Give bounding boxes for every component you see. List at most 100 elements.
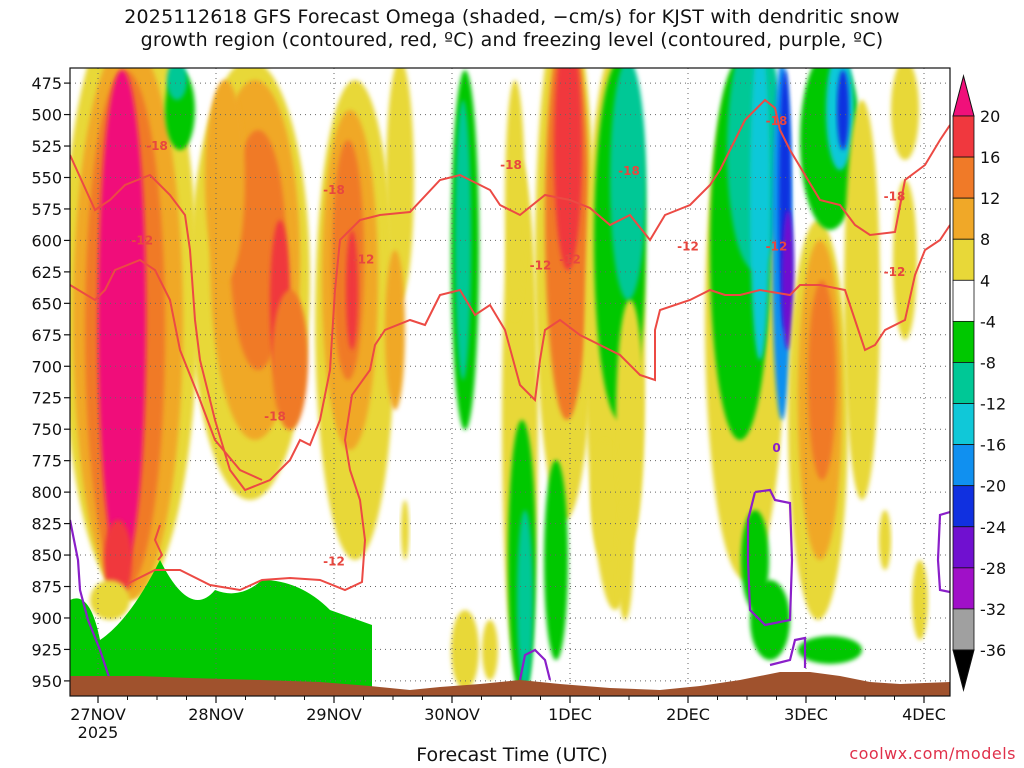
y-tick-label: 500 [31,106,62,125]
omega-region [750,68,770,360]
lowlevel-lift [70,560,372,690]
omega-region [798,636,862,664]
omega-region [98,70,146,570]
y-tick-label: 575 [31,200,62,219]
colorbar-swatch [952,444,975,487]
contour-label: -12 [530,259,552,273]
contour-label: -12 [131,233,153,247]
omega-shading [70,68,928,696]
colorbar-label: -16 [980,436,1006,455]
y-tick-label: 800 [31,483,62,502]
colorbar-label: 12 [980,189,1000,208]
x-year-label: 2025 [78,723,119,742]
x-tick-label: 4DEC [902,705,946,724]
terrain-surface [70,672,950,696]
y-tick-label: 750 [31,420,62,439]
dgz-contour [70,258,263,481]
dgz-contour [70,98,950,492]
contour-label: -12 [559,252,581,266]
colorbar-swatch [952,279,975,322]
omega-region [167,68,187,100]
chart-title: 2025112618 GFS Forecast Omega (shaded, −… [0,6,1024,52]
y-axis: 475 500 525 550 575 600 625 650 675 700 725 750 775 8… [31,74,70,691]
omega-region [912,560,928,640]
colorbar-label: 4 [980,271,990,290]
omega-region [554,68,582,270]
y-tick-label: 525 [31,137,62,156]
plot-frame [69,67,951,697]
omega-region [482,620,498,680]
contour-label: -18 [500,158,522,172]
colorbar-label: 8 [980,230,990,249]
colorbar-label: -32 [980,600,1006,619]
contour-label: -18 [884,189,906,203]
x-tick-label: 30NOV [424,705,480,724]
y-tick-label: 825 [31,515,62,534]
omega-region [891,68,919,160]
omega-region [782,210,794,350]
chart-title-line1: 2025112618 GFS Forecast Omega (shaded, −… [124,6,900,28]
contour-label: -12 [323,554,345,568]
omega-region [837,70,849,150]
colorbar-swatch [952,362,975,404]
contour-label: 0 [772,441,780,455]
colorbar-label: -12 [980,395,1006,414]
colorbar-swatch [952,403,975,446]
x-tick-label: 1DEC [548,705,592,724]
omega-region [272,290,308,430]
y-tick-label: 775 [31,452,62,471]
x-tick-label: 3DEC [784,705,828,724]
contour-label: -18 [323,183,345,197]
colorbar-label: 16 [980,148,1000,167]
colorbar-swatch [952,156,975,199]
y-tick-label: 625 [31,263,62,282]
freezing-level-contour [70,519,112,681]
y-tick-label: 875 [31,578,62,597]
y-tick-label: 950 [31,672,62,691]
y-tick-label: 925 [31,640,62,659]
y-tick-label: 850 [31,546,62,565]
contour-label: -12 [766,240,788,254]
colorbar-swatch [952,197,975,240]
y-tick-label: 650 [31,294,62,313]
colorbar-label: -24 [980,518,1006,537]
omega-region [610,68,646,300]
colorbar-swatch [952,567,975,610]
omega-region [104,520,132,600]
x-tick-label: 2DEC [666,705,710,724]
omega-region [205,80,245,280]
omega-region [741,510,769,610]
contour-label: -18 [264,410,286,424]
omega-region [401,500,409,560]
contours [70,98,950,681]
contour-label: -12 [677,240,699,254]
omega-region [844,100,880,500]
dgz-contour [124,224,950,592]
x-tick-label: 27NOV [70,705,126,724]
colorbar-label: -20 [980,477,1006,496]
y-tick-label: 550 [31,168,62,187]
omega-region [90,580,130,620]
omega-region [808,280,836,480]
omega-region [893,180,917,340]
y-tick-label: 700 [31,357,62,376]
credit-link[interactable]: coolwx.com/models [849,744,1016,763]
contour-label: -18 [618,164,640,178]
y-tick-label: 675 [31,326,62,345]
colorbar-swatch [952,526,975,569]
omega-region [591,440,619,560]
omega-region [455,100,471,380]
contour-labels: -12-18-18-18-12-12-12-18-12-18-12-18-12-… [131,114,906,568]
freezing-level-contour [518,648,552,681]
omega-region [386,68,414,300]
chart-title-line2: growth region (contoured, red, ºC) and f… [140,29,884,51]
colorbar-swatch [952,115,975,158]
contour-label: -18 [146,139,168,153]
omega-region [544,460,568,660]
colorbar-bottom-arrow [952,649,975,692]
colorbar-swatch [952,485,975,528]
omega-region [346,230,358,350]
y-tick-label: 475 [31,74,62,93]
y-tick-label: 725 [31,389,62,408]
